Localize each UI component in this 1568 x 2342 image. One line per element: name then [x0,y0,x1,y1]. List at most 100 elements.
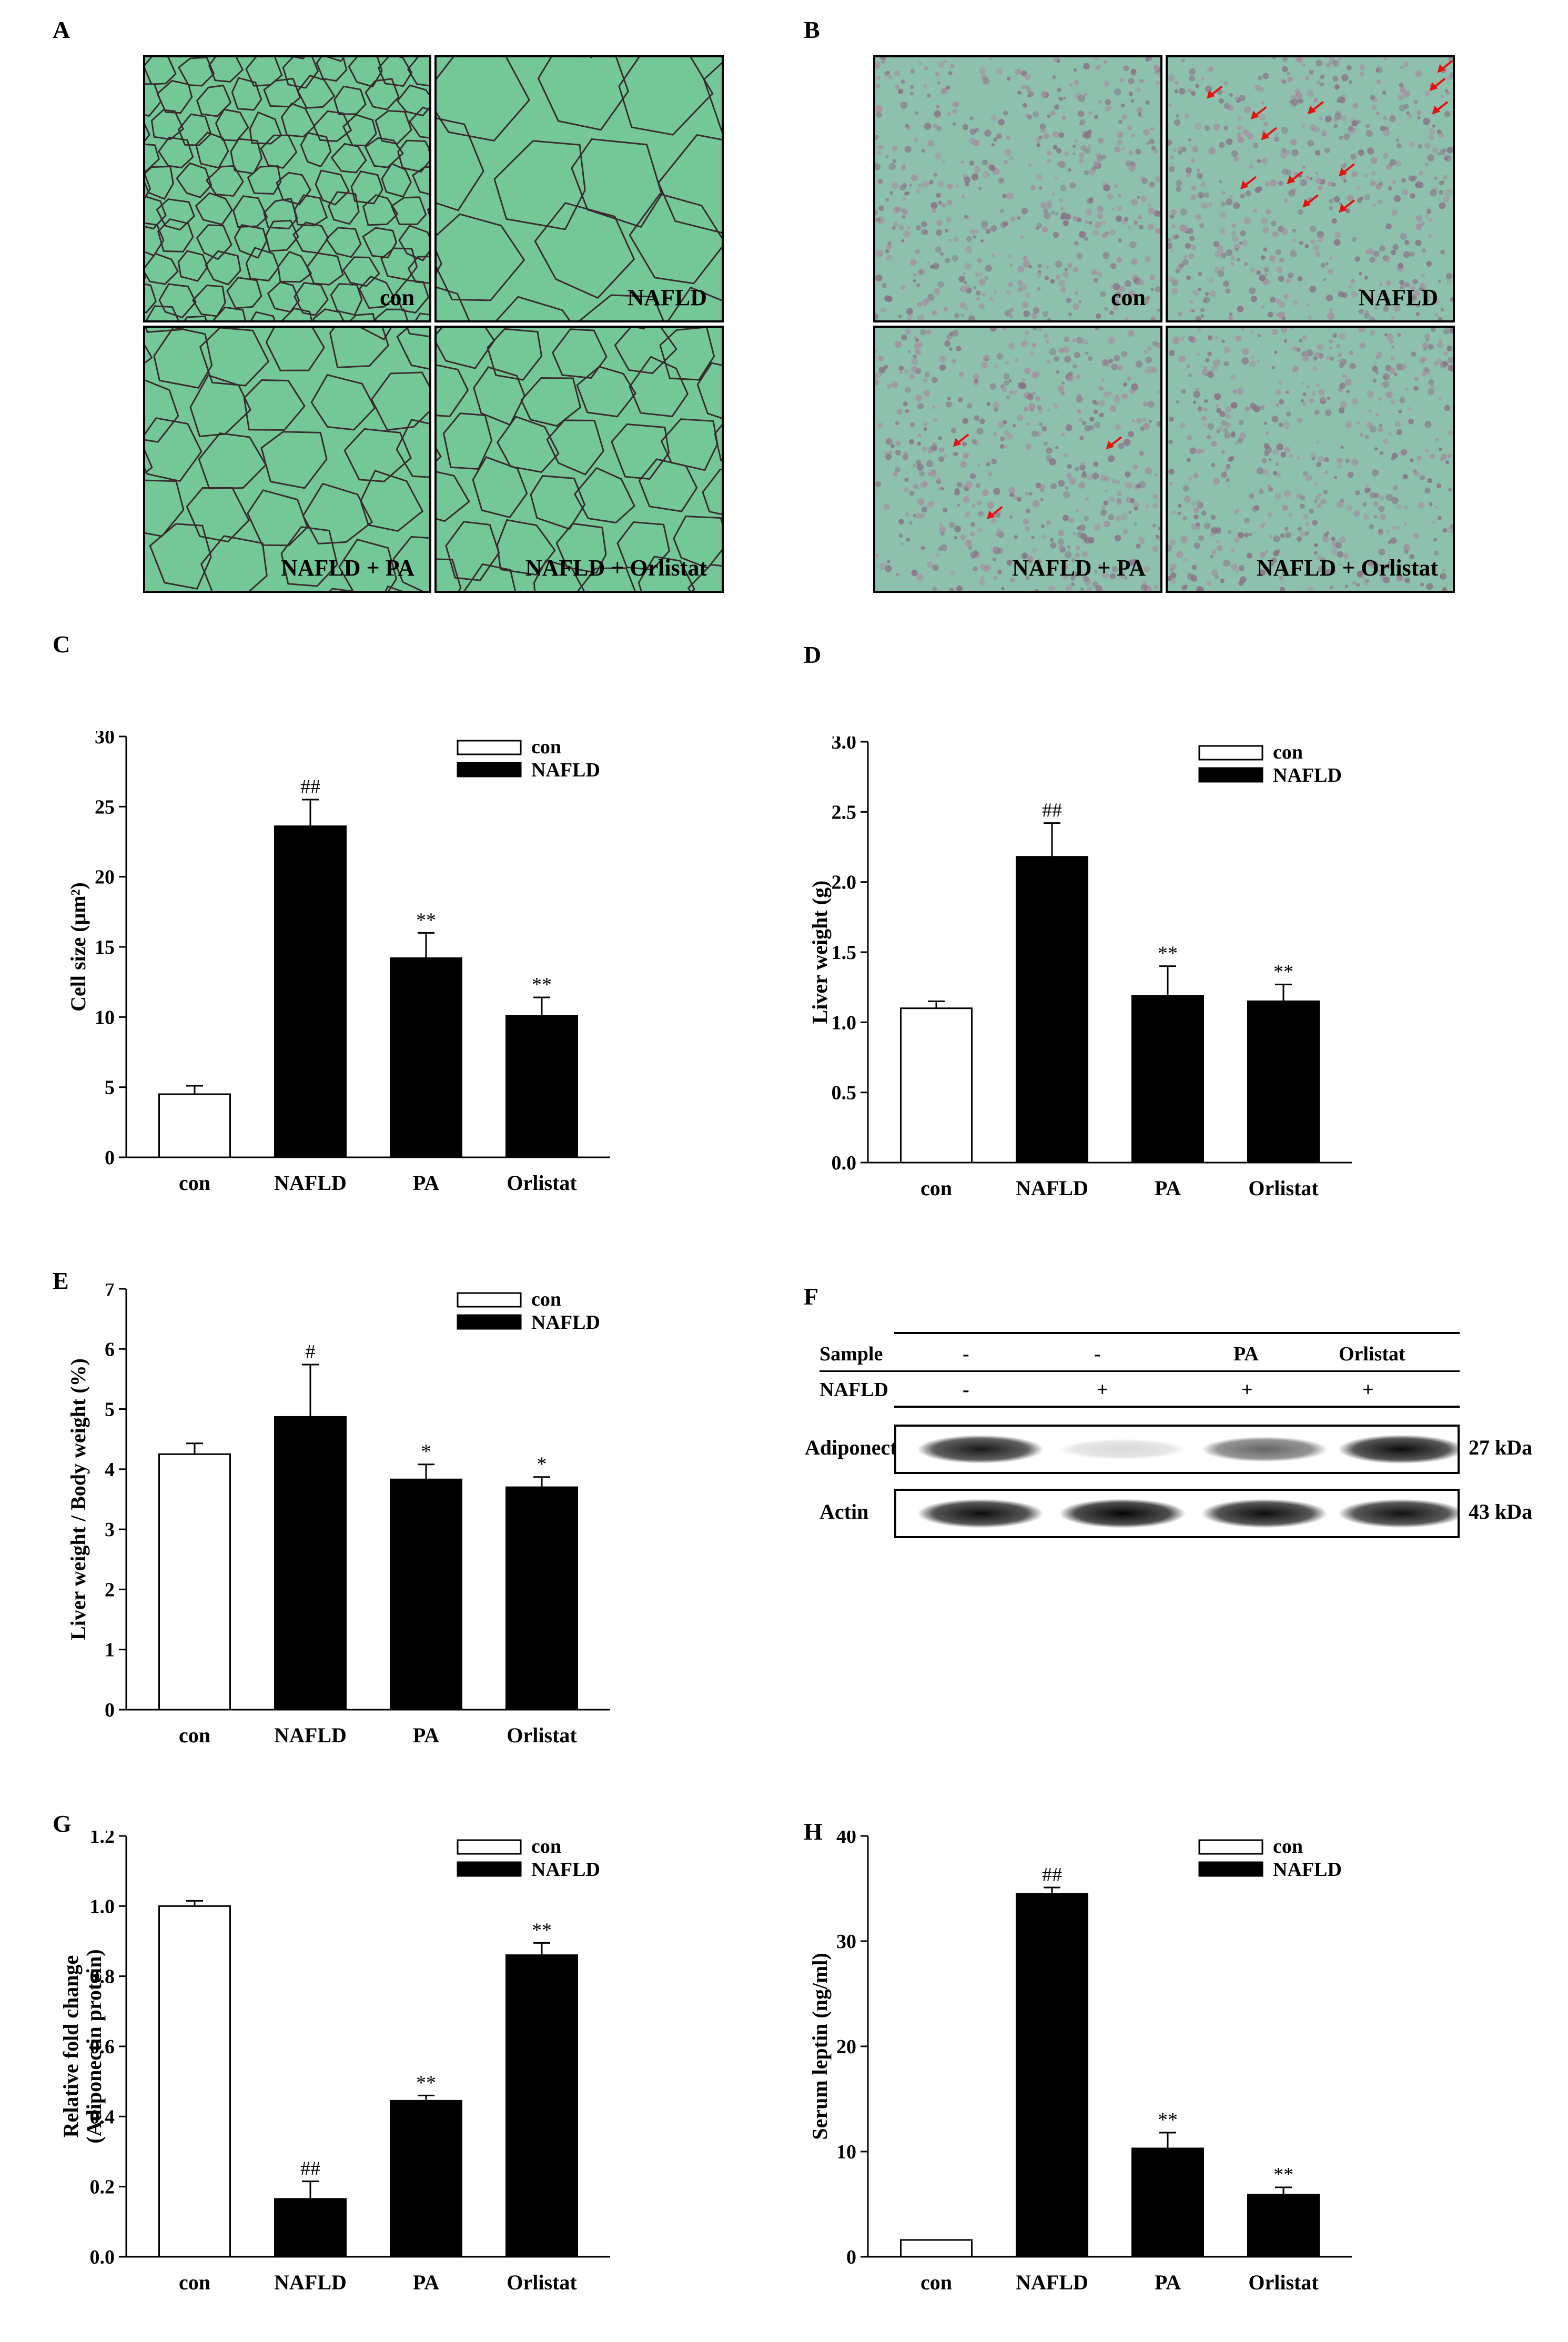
chart-H: 0 10 20 30 40 Serum leptin (ng/ml) con ## NAFLD *… [808,1831,1352,2294]
adipose-image-nafld-pa: NAFLD + PA [143,326,431,593]
x-tick-label: con [179,1723,210,1747]
x-tick-label: con [920,1176,952,1200]
significance-marker: ## [1042,800,1062,822]
sample-value-3: PA [1233,1343,1259,1365]
y-tick-label: 3.0 [832,736,857,753]
bar-con [900,1007,973,1164]
legend-label-con: con [1273,741,1303,763]
y-tick-label: 7 [105,1284,115,1300]
cell-membranes [145,328,429,591]
bar-nafld [274,2198,347,2258]
chart-h-serum-leptin: 0 10 20 30 40 Serum leptin (ng/ml) con ## NAFLD *… [800,1831,1536,2336]
significance-marker: ** [532,1919,552,1941]
bar-pa [390,957,462,1158]
legend-label-nafld: NAFLD [1273,764,1342,786]
legend-swatch-con [457,740,522,755]
y-tick-label: 20 [836,2036,856,2058]
y-tick-label: 0.8 [90,1966,115,1988]
panel-letter-c: C [53,631,70,658]
y-tick-label: 6 [105,1338,115,1360]
legend-label-con: con [531,1288,561,1310]
bar-pa [1131,995,1204,1164]
chart-G: 0.0 0.2 0.4 0.6 0.8 1.0 1.2 Relative fold chang… [59,1831,610,2294]
legend-swatch-nafld [1198,767,1263,783]
bar-nafld [1016,1893,1088,2258]
significance-marker: ** [1158,943,1178,965]
liver-image-nafld-pa: NAFLD + PA [873,326,1162,593]
legend-label-nafld: NAFLD [531,1311,600,1334]
hepatocyte-nuclei [875,328,1160,591]
red-arrow-head-icon [1429,82,1438,91]
band-size-actin: 43 kDa [1469,1500,1533,1523]
y-tick-label: 10 [95,1006,115,1028]
red-arrow-head-icon [1250,110,1259,120]
y-tick-label: 1.5 [832,942,857,964]
tissue-background [875,57,1160,320]
x-tick-label: PA [413,1723,439,1747]
hepatocyte-nuclei [875,57,1160,320]
x-tick-label: Orlistat [507,2270,577,2294]
red-arrow-head-icon [1437,64,1446,73]
legend-label-con: con [1273,1835,1303,1858]
legend-swatch-con [457,1839,522,1855]
legend-swatch-nafld [457,762,522,778]
red-arrow-head-icon [1339,167,1347,177]
y-tick-label: 0.4 [90,2106,115,2128]
blot-band [1201,1499,1328,1528]
y-axis-label: Serum leptin (ng/ml) [808,1953,832,2140]
nafld-value-4: + [1362,1379,1374,1401]
significance-marker: ** [1158,2109,1178,2131]
liver-image-nafld: NAFLD [1166,55,1455,322]
panel-letter-e: E [53,1267,69,1294]
sample-value-1: - [963,1343,969,1365]
chart-C: 0 5 10 15 20 25 30 Cell size (μm²) con ## NAFLD ** P… [66,731,610,1195]
significance-marker: ## [300,2158,320,2180]
tissue-background [1168,57,1453,320]
significance-marker: * [537,1453,547,1476]
sample-row-label: Sample [820,1343,883,1365]
y-tick-label: 0.0 [832,1152,857,1174]
y-tick-label: 0.2 [90,2176,115,2198]
sample-value-2: - [1094,1343,1101,1365]
image-label: NAFLD [627,285,707,310]
red-arrow-head-icon [1302,198,1311,208]
red-arrow-head-icon [1339,204,1347,213]
nafld-row-label: NAFLD [820,1379,888,1401]
red-arrow-head-icon [953,438,962,447]
adipose-image-nafld-orlistat: NAFLD + Orlistat [434,326,724,593]
red-arrow-head-icon [1261,131,1270,140]
y-tick-label: 40 [836,1831,856,1848]
significance-marker: ## [1042,1864,1062,1886]
band-strip-actin [894,1489,1460,1538]
red-arrow-head-icon [986,510,995,520]
significance-marker: ** [416,909,436,931]
panel-letter-f: F [804,1283,819,1310]
band-size-adiponectin: 27 kDa [1469,1436,1533,1459]
x-tick-label: NAFLD [274,1171,347,1195]
y-tick-label: 25 [95,796,115,818]
legend-label-nafld: NAFLD [531,759,600,781]
liver-image-nafld-orlistat: NAFLD + Orlistat [1166,326,1455,593]
panel-letter-g: G [53,1810,72,1837]
image-label: NAFLD + Orlistat [525,555,707,581]
bar-orlistat [505,1486,578,1711]
x-tick-label: Orlistat [507,1723,577,1747]
x-tick-label: Orlistat [507,1171,577,1195]
bar-con [158,1093,231,1158]
y-tick-label: 2.0 [832,872,857,894]
blot-table-mid-rule [820,1370,1460,1372]
bar-con [158,1453,231,1711]
image-label: con [1111,285,1146,310]
x-tick-label: NAFLD [1016,2270,1088,2294]
x-tick-label: PA [413,2270,439,2294]
significance-marker: # [306,1341,316,1363]
red-arrow-head-icon [1287,175,1296,185]
x-tick-label: con [920,2270,952,2294]
blot-band [917,1499,1044,1528]
y-tick-label: 3 [105,1519,115,1541]
chart-d-liver-weight: 0.0 0.5 1.0 1.5 2.0 2.5 3.0 Liver weight (g) con… [800,736,1525,1231]
blot-table-top-rule [894,1332,1460,1334]
x-tick-label: NAFLD [1016,1176,1088,1200]
y-tick-label: 0.6 [90,2036,115,2058]
legend-label-nafld: NAFLD [1273,1859,1342,1881]
